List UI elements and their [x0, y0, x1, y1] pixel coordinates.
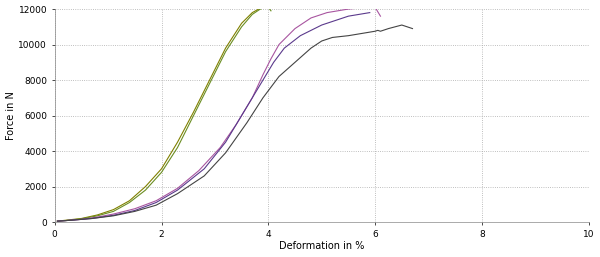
Y-axis label: Force in N: Force in N — [5, 91, 16, 140]
X-axis label: Deformation in %: Deformation in % — [279, 241, 364, 251]
